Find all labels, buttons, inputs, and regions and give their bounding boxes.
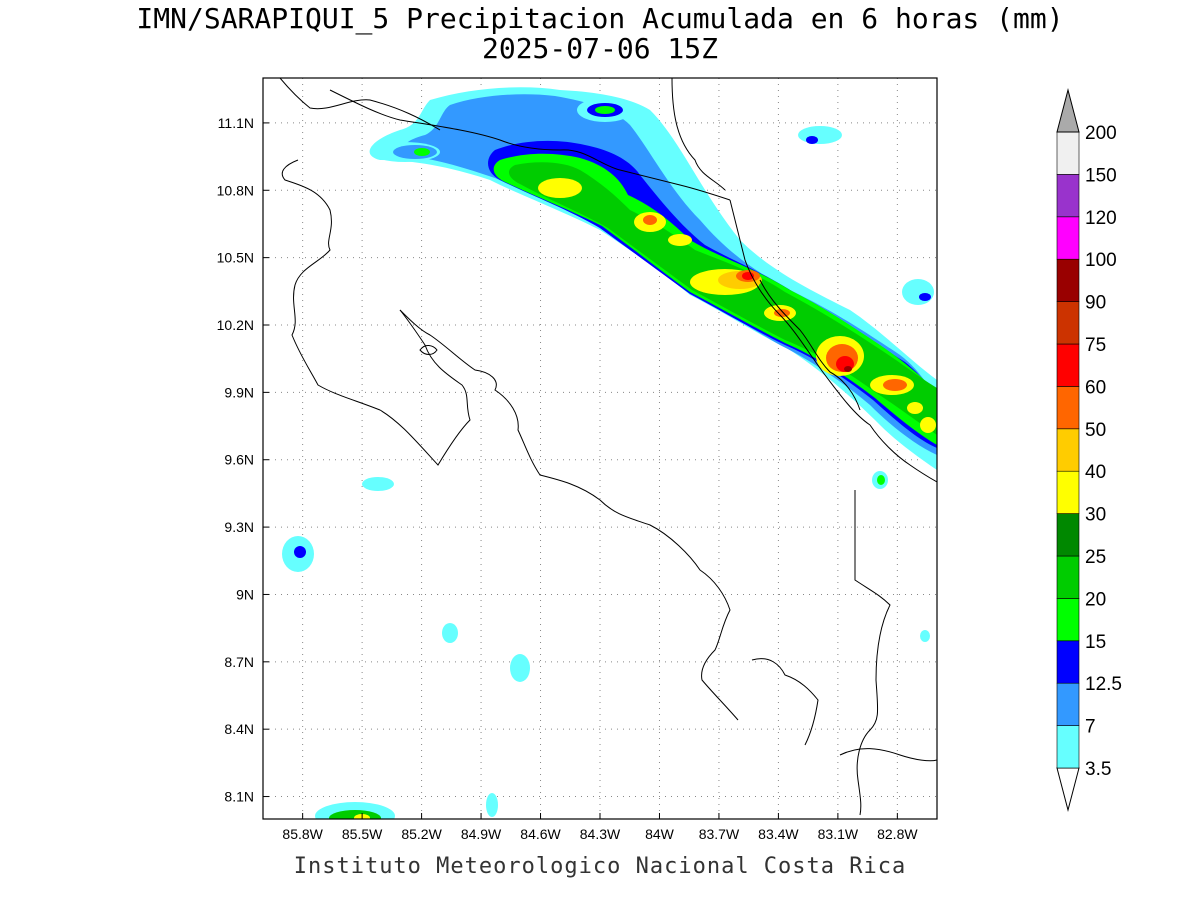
lat-tick-label: 10.5N <box>217 250 254 266</box>
colorbar-segment <box>1056 258 1080 302</box>
internal-border <box>759 279 861 411</box>
precip-core-darkred <box>844 366 852 372</box>
lat-tick-label: 9.3N <box>224 519 254 535</box>
chart-subtitle-date: 2025-07-06 15Z <box>481 32 718 65</box>
nicaragua-lake-shore <box>279 78 441 131</box>
lon-tick-label: 85.5W <box>342 826 383 842</box>
panama-border <box>854 490 891 816</box>
colorbar-segment <box>1056 682 1080 726</box>
south-coast <box>839 748 937 762</box>
osa-peninsula <box>751 658 819 746</box>
lat-tick-label: 8.4N <box>224 721 254 737</box>
colorbar-label: 12.5 <box>1085 674 1122 695</box>
credit-footer: Instituto Meteorologico Nacional Costa R… <box>293 854 907 879</box>
colorbar-segment <box>1056 555 1080 599</box>
colorbar-segment <box>1056 216 1080 260</box>
lon-tick-label: 83.1W <box>818 826 859 842</box>
colorbar-segment <box>1056 301 1080 345</box>
lat-tick-labels: 11.1N 10.8N 10.5N 10.2N 9.9N 9.6N 9.3N 9N 8.7N 8.… <box>217 115 269 805</box>
precip-core-yellow <box>907 402 923 414</box>
precip-cell-cyan <box>510 654 530 682</box>
precip-core-orange <box>643 215 657 225</box>
colorbar: 3.5 7 12.5 15 20 25 30 40 50 60 75 90 100 120 150 200 <box>1056 88 1122 812</box>
north-pacific-coast <box>281 159 471 466</box>
colorbar-arrow-high <box>1056 88 1080 133</box>
colorbar-segment <box>1056 470 1080 514</box>
lon-tick-label: 84.9W <box>461 826 502 842</box>
small-island <box>419 345 438 355</box>
colorbar-label: 15 <box>1085 632 1106 653</box>
colorbar-label: 75 <box>1085 335 1106 356</box>
precip-core-orange <box>774 309 790 317</box>
colorbar-segment <box>1056 598 1080 642</box>
colorbar-label: 7 <box>1085 717 1096 738</box>
precip-cell-green <box>595 106 615 114</box>
lat-tick-label: 9.6N <box>224 452 254 468</box>
colorbar-segment <box>1056 428 1080 472</box>
colorbar-label: 40 <box>1085 462 1106 483</box>
lon-tick-label: 85.2W <box>401 826 442 842</box>
precipitation-field <box>282 87 937 819</box>
colorbar-segment <box>1056 725 1080 769</box>
colorbar-label: 25 <box>1085 547 1106 568</box>
precip-cell-blue <box>294 546 306 558</box>
caribbean-north <box>671 78 726 191</box>
lat-tick-label: 8.7N <box>224 654 254 670</box>
lat-tick-label: 10.2N <box>217 317 254 333</box>
colorbar-label: 30 <box>1085 505 1106 526</box>
lat-tick-label: 10.8N <box>217 182 254 198</box>
caribbean-coast <box>729 199 937 483</box>
nicoya-gulf-coast <box>399 309 739 721</box>
precip-core-yellow <box>538 178 582 198</box>
colorbar-label: 100 <box>1085 250 1117 271</box>
lat-tick-label: 9.9N <box>224 384 254 400</box>
colorbar-segment <box>1056 174 1080 218</box>
precip-cell-cyan <box>902 279 934 305</box>
colorbar-segment <box>1056 513 1080 557</box>
colorbar-label: 200 <box>1085 123 1117 144</box>
colorbar-segment <box>1056 343 1080 387</box>
precip-core-orange <box>883 379 907 391</box>
lat-tick-label: 9N <box>236 586 254 602</box>
chart-title: IMN/SARAPIQUI_5 Precipitacion Acumulada … <box>136 2 1064 35</box>
lon-tick-label: 82.8W <box>877 826 918 842</box>
colorbar-label: 20 <box>1085 589 1106 610</box>
precip-core-yellow <box>668 234 692 246</box>
colorbar-label: 50 <box>1085 420 1106 441</box>
lon-tick-label: 83.4W <box>758 826 799 842</box>
lon-tick-labels: 85.8W 85.5W 85.2W 84.9W 84.6W 84.3W 84W 83.7W 83… <box>282 813 918 842</box>
precip-cell-cyan <box>362 477 394 491</box>
colorbar-label: 120 <box>1085 208 1117 229</box>
colorbar-segment <box>1056 640 1080 684</box>
colorbar-segment <box>1056 386 1080 430</box>
lon-tick-label: 84W <box>645 826 675 842</box>
precip-cell-cyan <box>486 793 498 817</box>
precip-cell-cyan <box>798 126 842 144</box>
precip-cell-green <box>414 148 430 156</box>
coastline-border-lines <box>279 78 937 816</box>
lon-tick-label: 84.3W <box>580 826 621 842</box>
colorbar-label: 90 <box>1085 293 1106 314</box>
colorbar-label: 3.5 <box>1085 759 1111 780</box>
nicaragua-border <box>329 89 731 201</box>
precip-cell-blue <box>919 293 931 301</box>
precip-cell-blue <box>806 136 818 144</box>
colorbar-label: 60 <box>1085 377 1106 398</box>
precip-cell-cyan <box>442 623 458 643</box>
lon-tick-label: 84.6W <box>520 826 561 842</box>
lon-tick-label: 85.8W <box>282 826 323 842</box>
lon-tick-label: 83.7W <box>699 826 740 842</box>
colorbar-segment <box>1056 131 1080 175</box>
precip-band-darkgreen <box>508 162 937 435</box>
lat-tick-label: 8.1N <box>224 789 254 805</box>
lat-tick-label: 11.1N <box>218 115 254 131</box>
precip-core-yellow <box>920 417 936 433</box>
precip-cell-cyan <box>920 630 930 642</box>
precip-cell-green <box>877 475 885 485</box>
colorbar-label: 150 <box>1085 165 1117 186</box>
colorbar-arrow-low <box>1056 767 1080 812</box>
